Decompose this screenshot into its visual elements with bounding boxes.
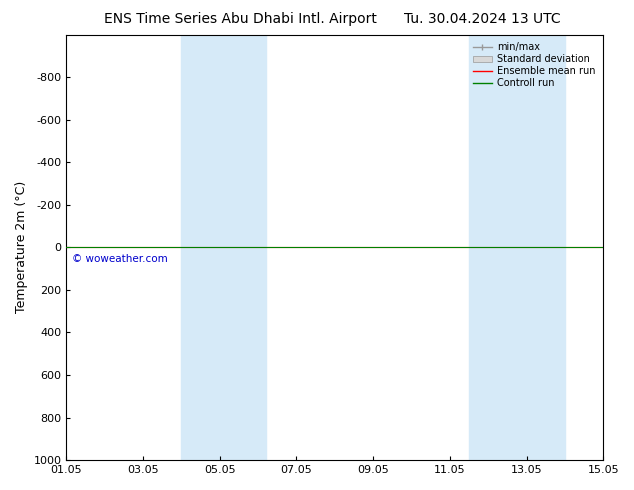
Legend: min/max, Standard deviation, Ensemble mean run, Controll run: min/max, Standard deviation, Ensemble me… xyxy=(470,40,598,91)
Y-axis label: Temperature 2m (°C): Temperature 2m (°C) xyxy=(15,181,28,314)
Text: ENS Time Series Abu Dhabi Intl. Airport: ENS Time Series Abu Dhabi Intl. Airport xyxy=(105,12,377,26)
Bar xyxy=(181,35,266,460)
Bar xyxy=(469,35,565,460)
Text: © woweather.com: © woweather.com xyxy=(72,254,168,264)
Text: Tu. 30.04.2024 13 UTC: Tu. 30.04.2024 13 UTC xyxy=(403,12,560,26)
